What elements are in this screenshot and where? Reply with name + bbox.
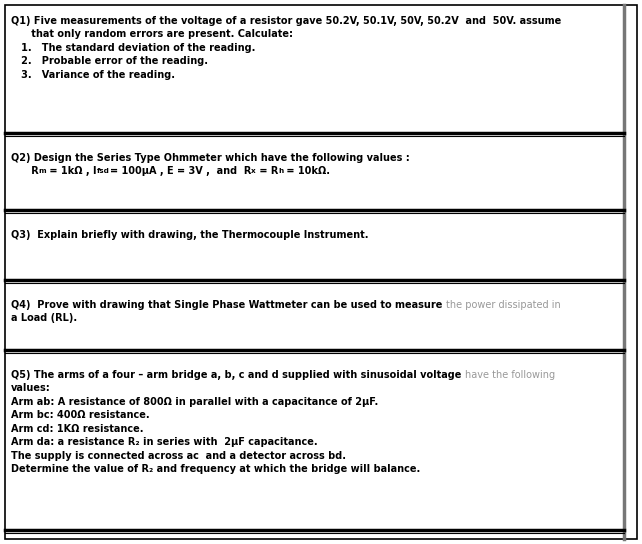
Text: Q1) Five measurements of the voltage of a resistor gave 50.2V, 50.1V, 50V, 50.2V: Q1) Five measurements of the voltage of … (11, 16, 561, 26)
Text: a Load (RL).: a Load (RL). (11, 313, 77, 323)
Text: Q2) Design the Series Type Ohmmeter which have the following values :: Q2) Design the Series Type Ohmmeter whic… (11, 153, 410, 163)
Text: that only random errors are present. Calculate:: that only random errors are present. Cal… (11, 29, 293, 39)
Text: Determine the value of R₂ and frequency at which the bridge will balance.: Determine the value of R₂ and frequency … (11, 464, 421, 474)
Text: Q3)  Explain briefly with drawing, the Thermocouple Instrument.: Q3) Explain briefly with drawing, the Th… (11, 230, 369, 239)
Text: x: x (251, 168, 256, 174)
Text: Q4)  Prove with drawing that Single Phase Wattmeter can be used to measure: Q4) Prove with drawing that Single Phase… (11, 300, 446, 310)
Text: = R: = R (256, 166, 278, 176)
Text: = 100μA , E = 3V ,  and  R: = 100μA , E = 3V , and R (110, 166, 251, 176)
Text: Arm bc: 400Ω resistance.: Arm bc: 400Ω resistance. (11, 410, 150, 420)
Text: the power dissipated in: the power dissipated in (446, 300, 560, 310)
Text: R: R (11, 166, 39, 176)
Text: m: m (39, 168, 46, 174)
Text: Arm ab: A resistance of 800Ω in parallel with a capacitance of 2μF.: Arm ab: A resistance of 800Ω in parallel… (11, 397, 378, 406)
Text: have the following: have the following (465, 369, 555, 380)
Text: 3.   Variance of the reading.: 3. Variance of the reading. (11, 70, 175, 79)
Text: Arm da: a resistance R₂ in series with  2μF capacitance.: Arm da: a resistance R₂ in series with 2… (11, 437, 318, 447)
Text: = 1kΩ , I: = 1kΩ , I (46, 166, 97, 176)
Text: values:: values: (11, 383, 51, 393)
Text: 1.   The standard deviation of the reading.: 1. The standard deviation of the reading… (11, 42, 256, 53)
Text: = 10kΩ.: = 10kΩ. (283, 166, 331, 176)
Text: h: h (278, 168, 283, 174)
Text: 2.   Probable error of the reading.: 2. Probable error of the reading. (11, 56, 208, 66)
Text: fsd: fsd (97, 168, 110, 174)
Text: Q5) The arms of a four – arm bridge a, b, c and d supplied with sinusoidal volta: Q5) The arms of a four – arm bridge a, b… (11, 369, 465, 380)
Text: The supply is connected across ac  and a detector across bd.: The supply is connected across ac and a … (11, 450, 346, 461)
Text: Arm cd: 1KΩ resistance.: Arm cd: 1KΩ resistance. (11, 424, 144, 434)
